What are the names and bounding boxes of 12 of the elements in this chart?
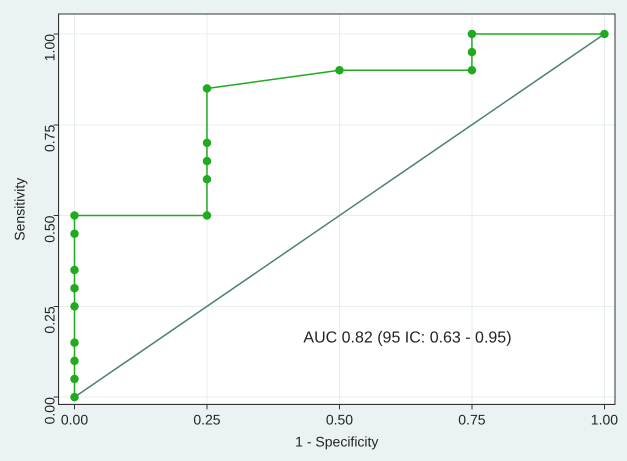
annotation: AUC 0.82 (95 IC: 0.63 - 0.95) <box>303 329 512 346</box>
y-axis-title: Sensitivity <box>11 178 28 241</box>
y-tick-label: 0.50 <box>41 215 58 243</box>
x-axis-title: 1 - Specificity <box>295 433 378 450</box>
x-tick-label: 0.25 <box>193 412 221 428</box>
y-tick-label: 0.25 <box>41 306 58 334</box>
x-tick-label: 0.00 <box>60 412 88 428</box>
y-tick-label: 0.75 <box>41 124 58 152</box>
x-tick-label: 1.00 <box>590 412 618 428</box>
x-tick-label: 0.75 <box>458 412 486 428</box>
x-tick-label: 0.50 <box>326 412 354 428</box>
y-tick-label: 1.00 <box>41 34 58 62</box>
